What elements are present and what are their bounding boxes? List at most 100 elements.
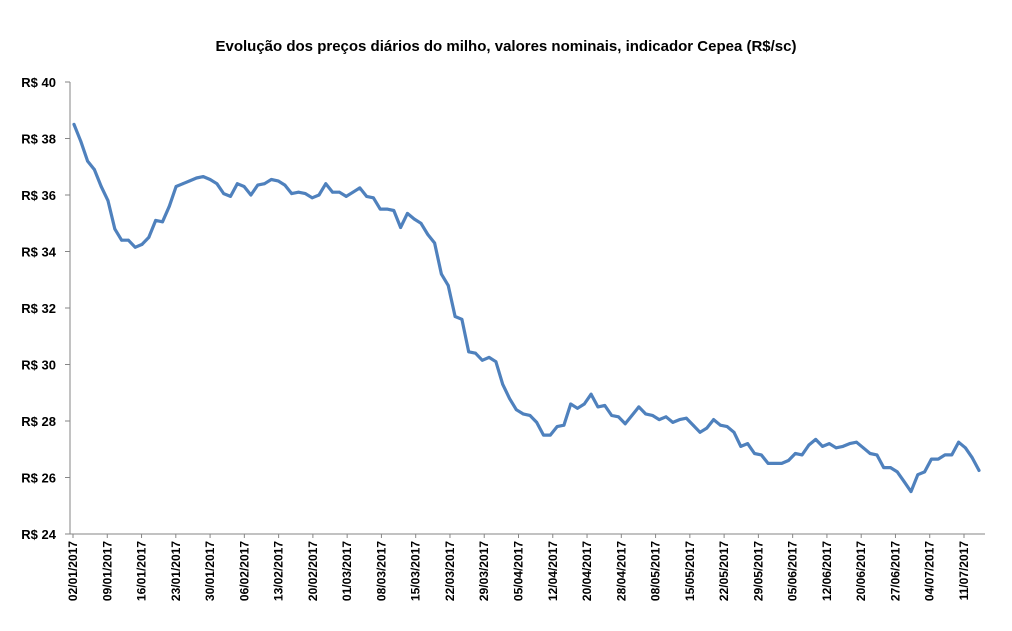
x-tick-label: 04/07/2017 [923, 541, 937, 601]
data-point [167, 204, 171, 208]
data-point [719, 423, 722, 427]
data-point [242, 185, 246, 188]
data-point [446, 284, 450, 287]
data-point [732, 430, 736, 434]
data-point [154, 219, 158, 222]
data-point [875, 453, 879, 457]
data-point [297, 190, 300, 194]
y-tick-label: R$ 34 [21, 245, 56, 260]
x-tick-label: 20/02/2017 [306, 541, 320, 601]
data-point [514, 408, 518, 412]
data-point [644, 412, 647, 416]
chart-title: Evolução dos preços diários do milho, va… [215, 38, 797, 55]
data-point [562, 423, 566, 427]
data-point [780, 461, 784, 465]
x-axis: 02/01/2017 09/01/2017 16/01/2017 23/01/2017… [66, 533, 985, 601]
data-point [72, 122, 76, 126]
data-point [848, 442, 852, 445]
y-tick-label: R$ 30 [21, 358, 56, 373]
x-tick-label: 06/02/2017 [237, 541, 251, 601]
y-tick-label: R$ 24 [21, 527, 56, 542]
data-point [970, 456, 974, 460]
data-point [147, 235, 151, 239]
data-point [419, 221, 423, 225]
data-point [705, 426, 709, 430]
data-point [385, 207, 389, 211]
x-tick-label: 16/01/2017 [135, 541, 149, 601]
data-point [698, 430, 702, 434]
y-tick-label: R$ 28 [21, 414, 56, 429]
data-point [99, 185, 103, 188]
data-point [821, 445, 824, 448]
data-point [201, 175, 205, 179]
data-point [358, 186, 362, 190]
data-point [263, 182, 266, 186]
data-point [317, 193, 321, 197]
data-point [229, 195, 232, 198]
data-point [86, 159, 90, 163]
data-point [303, 192, 307, 195]
data-point [569, 402, 573, 406]
data-point [814, 437, 818, 441]
x-tick-label: 08/05/2017 [649, 541, 663, 601]
data-point [93, 168, 96, 171]
data-point [576, 406, 579, 410]
data-point [365, 195, 368, 198]
data-point [630, 413, 634, 417]
x-tick-label: 02/01/2017 [66, 541, 80, 601]
data-point [657, 418, 661, 421]
data-point [923, 470, 926, 474]
data-point [508, 397, 511, 400]
data-point [256, 183, 260, 187]
data-point [324, 182, 328, 186]
x-tick-label: 08/03/2017 [374, 541, 388, 601]
data-point [616, 415, 620, 419]
y-tick-label: R$ 36 [21, 188, 56, 203]
data-point [957, 440, 960, 444]
data-point [725, 425, 729, 429]
data-point [487, 356, 491, 359]
data-point [664, 415, 668, 419]
data-point [671, 421, 675, 424]
data-point [501, 382, 505, 386]
x-tick-label: 05/06/2017 [786, 541, 800, 601]
x-tick-label: 09/01/2017 [100, 541, 114, 601]
data-point [902, 480, 906, 484]
x-tick-label: 15/05/2017 [683, 541, 697, 601]
data-point [392, 209, 396, 212]
data-point [331, 190, 334, 194]
data-point [963, 446, 967, 450]
data-point [855, 440, 858, 444]
data-point [773, 461, 777, 465]
data-point [895, 470, 899, 474]
data-point [378, 207, 382, 211]
data-point [528, 413, 532, 417]
data-point [215, 182, 219, 186]
data-point [406, 211, 409, 215]
data-point [120, 238, 124, 242]
data-point [399, 226, 403, 229]
data-point [494, 360, 498, 364]
data-point [113, 227, 117, 231]
data-point [337, 190, 341, 194]
data-point [371, 196, 375, 200]
data-point [827, 442, 831, 445]
data-point [943, 453, 947, 457]
x-tick-label: 12/06/2017 [820, 541, 834, 601]
data-point [426, 233, 430, 236]
x-tick-label: 05/04/2017 [512, 541, 526, 601]
data-point [535, 421, 539, 424]
data-point [929, 457, 933, 461]
data-point [623, 422, 627, 426]
data-point [882, 466, 886, 470]
data-point [188, 179, 192, 183]
x-tick-label: 20/06/2017 [854, 541, 868, 601]
data-point [140, 243, 144, 246]
data-point [603, 404, 607, 407]
x-tick-label: 22/05/2017 [717, 541, 731, 601]
data-point [861, 446, 865, 450]
y-tick-label: R$ 40 [21, 75, 56, 90]
data-point [759, 453, 763, 457]
data-point [453, 315, 457, 318]
data-point [712, 418, 716, 421]
